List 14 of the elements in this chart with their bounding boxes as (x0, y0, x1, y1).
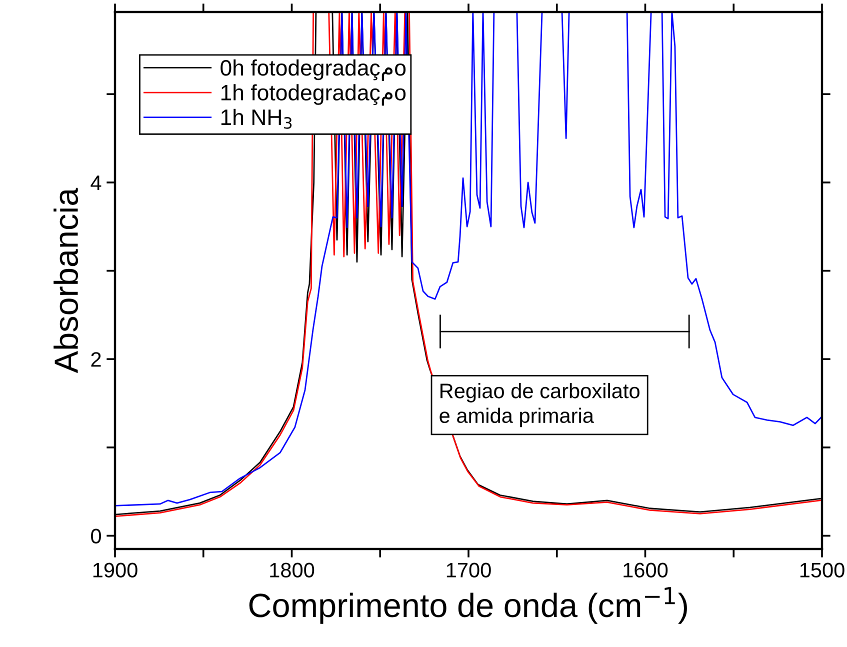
x-tick-label: 1500 (800, 562, 844, 578)
y-tick-label: 4 (90, 176, 102, 190)
x-tick-label: 1600 (624, 562, 668, 578)
x-tick-label: 1900 (93, 562, 138, 578)
legend-label: 1h fotodegradaçمo (221, 84, 406, 106)
legend-label: 1h NH$_{3}$ (221, 108, 292, 129)
x-tick-label: 1700 (446, 562, 491, 578)
y-tick-label: 0 (91, 528, 101, 544)
y-tick-label: 2 (91, 352, 101, 367)
x-tick-label: 1800 (270, 562, 314, 578)
annotation: Regiao de carboxilato e amida primaria (440, 383, 640, 428)
y-axis-title: Absorbancia (54, 188, 78, 374)
legend-label: 0h fotodegradaçمo (220, 59, 406, 81)
x-axis-title: Comprimento de onda (cm$^{−1}$) (249, 587, 687, 624)
